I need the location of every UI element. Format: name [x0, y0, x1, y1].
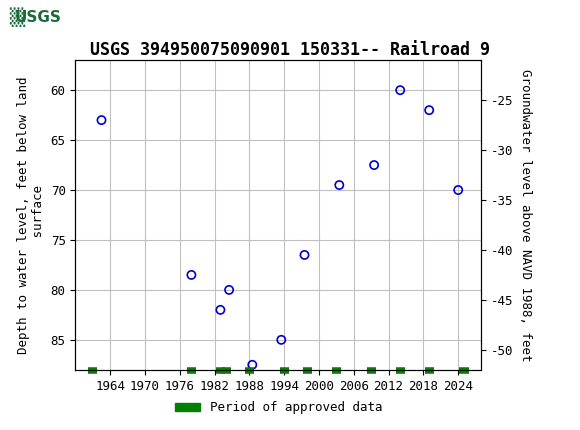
Point [454, 187, 463, 194]
Point [369, 162, 379, 169]
Y-axis label: Groundwater level above NAVD 1988, feet: Groundwater level above NAVD 1988, feet [519, 69, 532, 361]
Point [248, 361, 257, 368]
FancyBboxPatch shape [3, 2, 72, 33]
Point [335, 181, 344, 188]
Point [224, 286, 234, 293]
Point [300, 252, 309, 258]
Point [425, 107, 434, 114]
Point [187, 271, 196, 278]
Text: USGS: USGS [14, 10, 61, 25]
Point [277, 336, 286, 343]
Y-axis label: Depth to water level, feet below land
 surface: Depth to water level, feet below land su… [17, 76, 45, 354]
Point [216, 307, 225, 313]
Legend: Period of approved data: Period of approved data [169, 396, 387, 419]
Point [97, 117, 106, 123]
Text: ▒: ▒ [9, 7, 24, 27]
Text: USGS 394950075090901 150331-- Railroad 9: USGS 394950075090901 150331-- Railroad 9 [90, 41, 490, 59]
Point [396, 87, 405, 94]
